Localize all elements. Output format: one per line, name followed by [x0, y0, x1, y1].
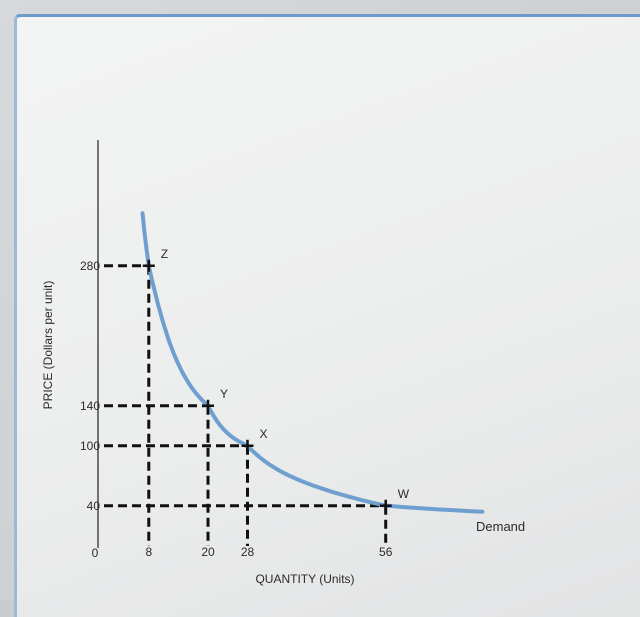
x-tick-label-28: 28: [241, 545, 255, 559]
y-tick-label-140: 140: [80, 399, 100, 413]
y-tick-label-100: 100: [80, 439, 100, 453]
point-marker-y: [202, 399, 215, 412]
point-marker-z: [142, 259, 155, 272]
x-tick-label-20: 20: [201, 545, 215, 559]
point-label-x: X: [260, 427, 268, 441]
point-label-w: W: [398, 487, 410, 501]
x-axis-label: QUANTITY (Units): [255, 572, 354, 586]
point-label-z: Z: [161, 247, 168, 261]
guide-lines: [104, 264, 388, 546]
series-label: Demand: [476, 519, 525, 534]
point-marker-x: [241, 439, 254, 452]
y-axis-label: PRICE (Dollars per unit): [41, 281, 55, 410]
x-tick-label-8: 8: [145, 545, 152, 559]
y-tick-label-280: 280: [80, 259, 100, 273]
content-panel: [14, 14, 640, 617]
demand-curve: [140, 211, 485, 514]
point-label-y: Y: [220, 387, 228, 401]
x-tick-label-56: 56: [379, 545, 393, 559]
y-tick-label-40: 40: [87, 499, 101, 513]
demand-chart: PRICE (Dollars per unit) QUANTITY (Units…: [41, 140, 525, 586]
point-markers: [142, 259, 392, 512]
chart-labels: PRICE (Dollars per unit) QUANTITY (Units…: [41, 247, 525, 586]
origin-label: 0: [92, 546, 99, 560]
point-marker-w: [379, 499, 392, 512]
